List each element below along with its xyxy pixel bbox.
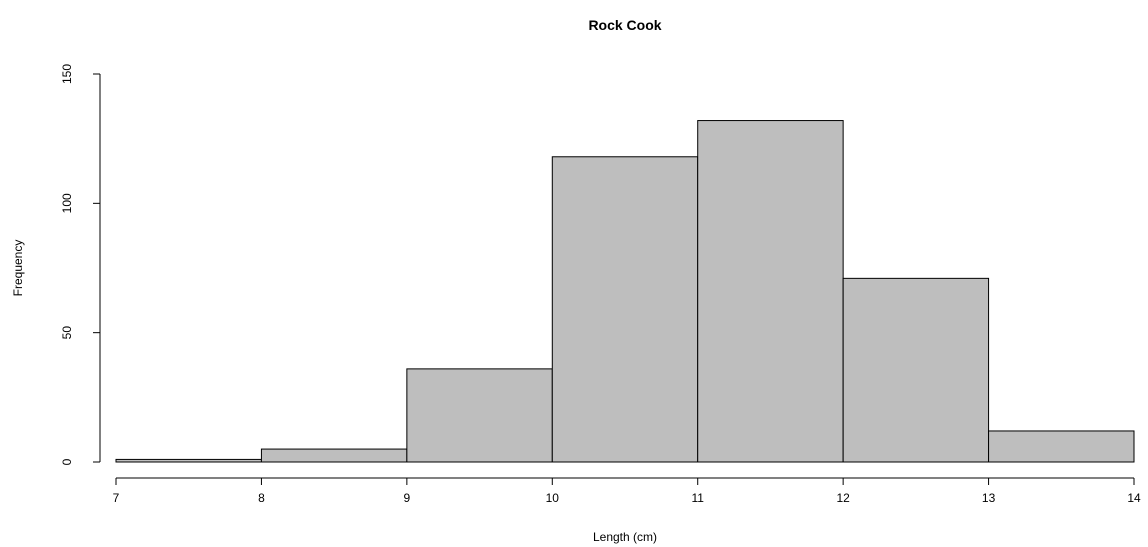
chart-title: Rock Cook [588,17,661,33]
x-tick-label: 11 [691,491,704,505]
y-tick-label: 100 [60,193,74,213]
x-tick-label: 14 [1127,491,1141,505]
histogram-bar-1 [115,458,262,463]
x-tick-label: 8 [258,491,265,505]
x-tick-label: 7 [113,491,120,505]
histogram-bar-7 [988,430,1135,463]
bars-group [115,120,1135,463]
x-tick-label: 13 [982,491,996,505]
histogram-bar-6 [842,277,990,463]
x-axis-label: Length (cm) [593,530,657,544]
y-tick-label: 150 [60,64,74,84]
histogram-bar-3 [406,368,553,463]
histogram-bar-4 [551,156,699,463]
x-tick-label: 12 [836,491,850,505]
x-axis: 7 8 9 10 11 12 13 14 [113,477,1141,505]
y-axis-label: Frequency [11,240,25,297]
x-tick-label: 9 [404,491,411,505]
y-axis: 0 50 100 150 [60,64,101,465]
histogram-bar-2 [260,448,408,463]
y-tick-label: 50 [60,326,74,340]
x-tick-label: 10 [546,491,560,505]
y-tick-label: 0 [60,458,74,465]
histogram-bar-5 [697,120,844,463]
